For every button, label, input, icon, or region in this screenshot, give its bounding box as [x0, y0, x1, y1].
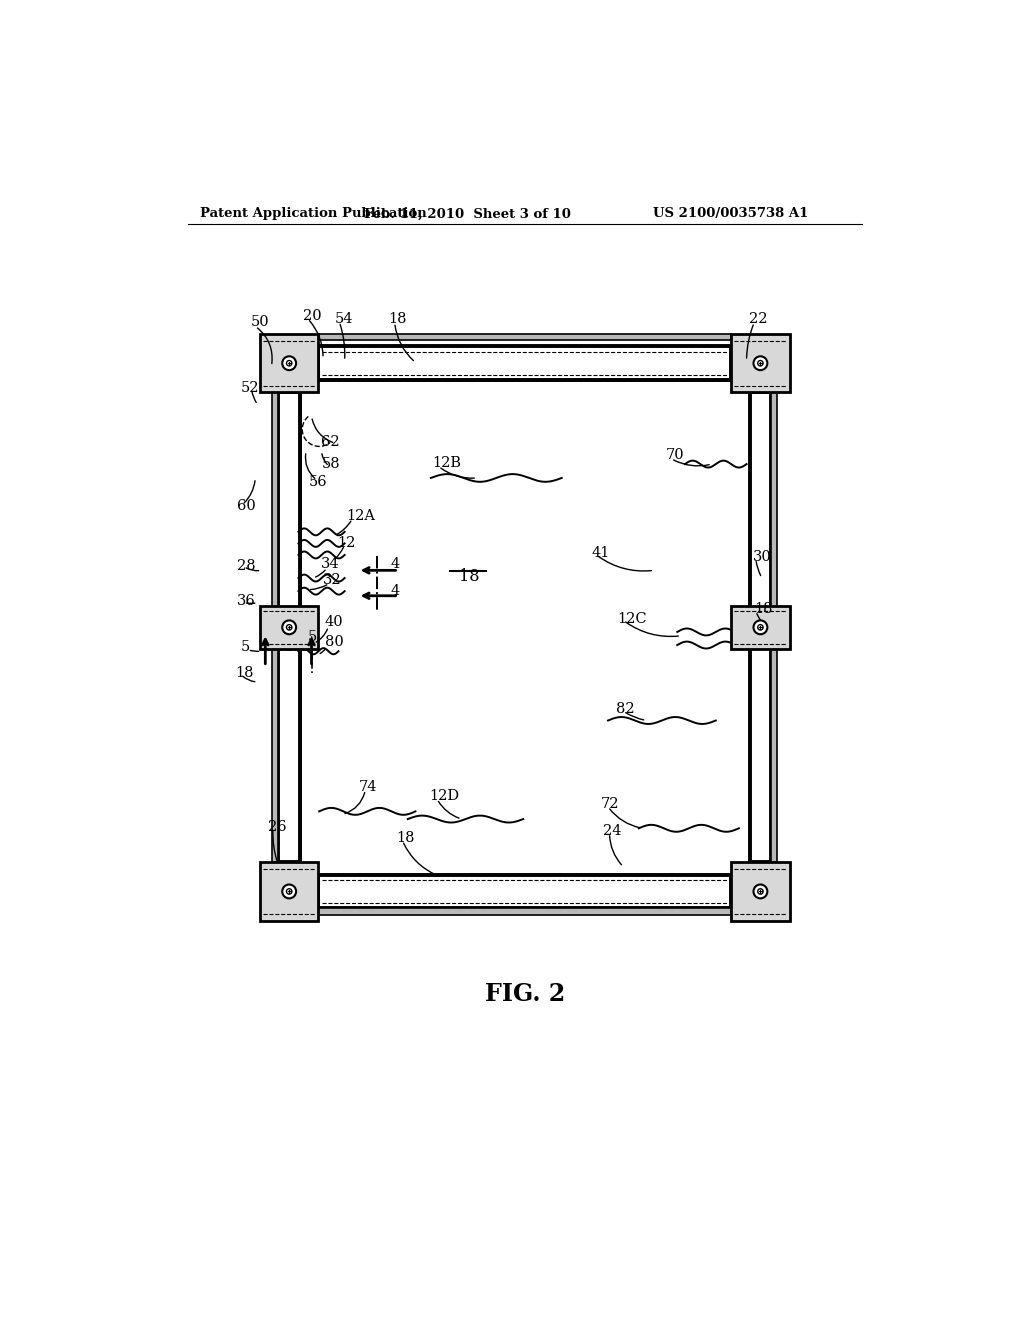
- Circle shape: [287, 360, 292, 366]
- Text: 12D: 12D: [429, 789, 460, 803]
- Text: 40: 40: [325, 615, 343, 628]
- Bar: [318, 875, 731, 908]
- Text: 18: 18: [459, 568, 479, 585]
- Bar: [260, 862, 318, 921]
- Bar: [318, 908, 731, 915]
- Text: 18: 18: [396, 830, 415, 845]
- Circle shape: [754, 356, 767, 370]
- Bar: [260, 606, 318, 649]
- Text: Patent Application Publication: Patent Application Publication: [200, 207, 427, 220]
- Bar: [318, 334, 731, 341]
- Bar: [731, 606, 790, 649]
- Text: 26: 26: [267, 820, 287, 834]
- Text: 22: 22: [749, 312, 767, 326]
- Text: 60: 60: [237, 499, 256, 513]
- Text: 50: 50: [251, 315, 269, 330]
- Text: 80: 80: [325, 635, 343, 649]
- Circle shape: [758, 360, 763, 366]
- Bar: [771, 392, 777, 862]
- Text: 82: 82: [615, 702, 634, 715]
- Text: 4: 4: [391, 557, 400, 572]
- Text: 18: 18: [388, 312, 407, 326]
- Text: 54: 54: [335, 312, 353, 326]
- Text: 12C: 12C: [617, 612, 647, 626]
- Text: 30: 30: [753, 550, 771, 564]
- Text: 24: 24: [602, 824, 622, 838]
- Text: 36: 36: [237, 594, 256, 609]
- Text: 5: 5: [307, 631, 316, 644]
- Bar: [300, 380, 750, 875]
- Bar: [750, 392, 771, 862]
- Text: 4: 4: [391, 585, 400, 598]
- Circle shape: [287, 624, 292, 630]
- Text: 18: 18: [236, 665, 254, 680]
- Bar: [731, 862, 790, 921]
- Circle shape: [754, 620, 767, 635]
- Text: FIG. 2: FIG. 2: [484, 982, 565, 1006]
- Text: 12A: 12A: [346, 510, 375, 524]
- Text: 12: 12: [337, 536, 355, 550]
- Text: US 2100/0035738 A1: US 2100/0035738 A1: [652, 207, 808, 220]
- Text: 52: 52: [241, 381, 259, 395]
- Bar: [272, 392, 279, 862]
- Bar: [260, 334, 318, 392]
- Text: 74: 74: [358, 780, 377, 795]
- Text: 34: 34: [321, 557, 339, 572]
- Bar: [318, 346, 731, 380]
- Text: 70: 70: [666, 447, 684, 462]
- Circle shape: [283, 884, 296, 899]
- Text: 28: 28: [237, 560, 255, 573]
- Circle shape: [283, 356, 296, 370]
- Text: 62: 62: [321, 434, 339, 449]
- Text: 32: 32: [323, 573, 342, 587]
- Text: 12B: 12B: [432, 455, 462, 470]
- Circle shape: [754, 884, 767, 899]
- Circle shape: [758, 624, 763, 630]
- Text: 5: 5: [241, 640, 250, 655]
- Text: 58: 58: [322, 457, 340, 471]
- Text: Feb. 11, 2010  Sheet 3 of 10: Feb. 11, 2010 Sheet 3 of 10: [364, 207, 570, 220]
- Circle shape: [758, 888, 763, 894]
- Circle shape: [287, 888, 292, 894]
- Text: 18: 18: [755, 602, 773, 616]
- Bar: [731, 334, 790, 392]
- Text: 56: 56: [309, 475, 328, 488]
- Text: 20: 20: [303, 309, 322, 323]
- Text: 41: 41: [591, 545, 609, 560]
- Bar: [279, 392, 300, 862]
- Circle shape: [283, 620, 296, 635]
- Text: 72: 72: [601, 797, 620, 810]
